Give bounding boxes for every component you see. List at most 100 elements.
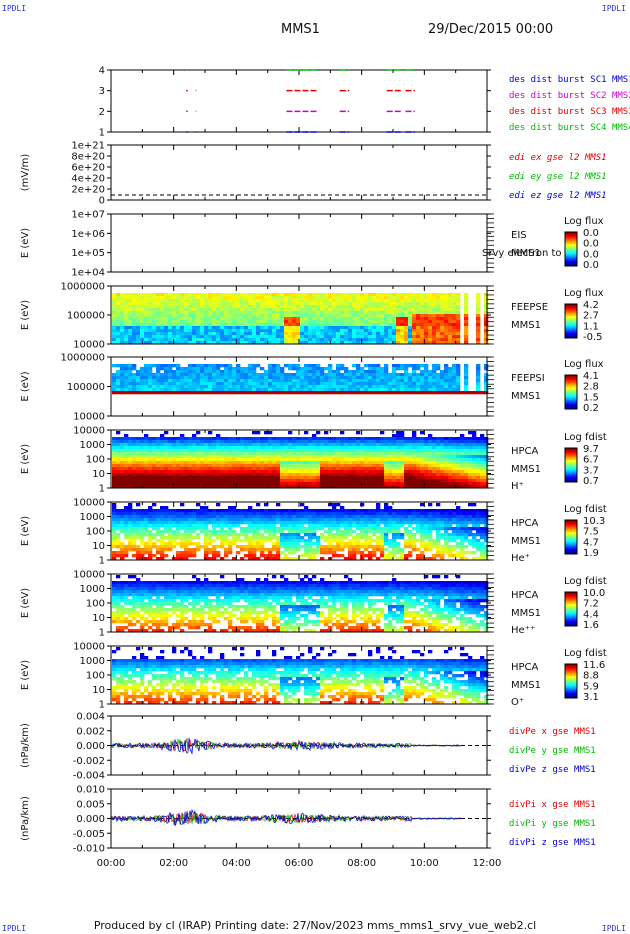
spectrogram-cell: [308, 329, 313, 333]
spectrogram-cell: [212, 323, 217, 327]
colorbar-cell: [565, 465, 577, 467]
spectrogram-cell: [392, 449, 397, 453]
spectrogram-cell: [368, 446, 373, 450]
spectrogram-cell: [128, 388, 133, 392]
spectrogram-cell: [348, 311, 353, 315]
spectrogram-cell: [440, 373, 445, 377]
spectrogram-cell: [376, 452, 381, 456]
spectrogram-cell: [324, 467, 329, 471]
spectrogram-cell: [376, 379, 381, 383]
spectrogram-cell: [368, 329, 373, 333]
spectrogram-cell: [364, 326, 369, 330]
spectrogram-cell: [400, 437, 405, 441]
spectrogram-cell: [444, 314, 449, 318]
spectrogram-cell: [116, 479, 121, 483]
spectrogram-cell: [292, 335, 297, 339]
spectrogram-cell: [216, 367, 221, 371]
spectrogram-cell: [392, 364, 397, 368]
spectrogram-cell: [292, 452, 297, 456]
spectrogram-cell: [376, 437, 381, 441]
spectrogram-cell: [288, 364, 293, 368]
spectrogram-cell: [192, 320, 197, 324]
spectrogram-cell: [364, 449, 369, 453]
spectrogram-cell: [292, 296, 297, 300]
spectrogram-cell: [280, 314, 285, 318]
spectrogram-cell: [200, 376, 205, 380]
spectrogram-cell: [360, 455, 365, 459]
spectrogram-cell: [316, 446, 321, 450]
spectrogram-cell: [296, 296, 301, 300]
spectrogram-cell: [176, 557, 181, 561]
spectrogram-cell: [444, 382, 449, 386]
spectrogram-cell: [460, 479, 465, 483]
panel-label: EIS: [511, 230, 527, 241]
spectrogram-cell: [440, 326, 445, 330]
spectrogram-cell: [476, 311, 481, 315]
spectrogram-cell: [188, 440, 193, 444]
spectrogram-cell: [476, 443, 481, 447]
spectrogram-cell: [208, 314, 213, 318]
spectrogram-cell: [140, 308, 145, 312]
spectrogram-cell: [420, 326, 425, 330]
colorbar-cell: [565, 462, 577, 464]
spectrogram-cell: [180, 329, 185, 333]
spectrogram-cell: [412, 443, 417, 447]
spectrogram-cell: [384, 482, 389, 486]
spectrogram-cell: [336, 391, 341, 395]
spectrogram-cell: [256, 379, 261, 383]
spectrogram-cell: [136, 326, 141, 330]
spectrogram-cell: [396, 452, 401, 456]
colorbar-cell: [565, 310, 577, 312]
spectrogram-cell: [256, 452, 261, 456]
spectrogram-cell: [448, 470, 453, 474]
spectrogram-cell: [420, 379, 425, 383]
spectrogram-cell: [132, 536, 137, 540]
spectrogram-cell: [188, 364, 193, 368]
spectrogram-cell: [304, 320, 309, 324]
spectrogram-cell: [444, 455, 449, 459]
spectrogram-cell: [380, 302, 385, 306]
spectrogram-cell: [344, 323, 349, 327]
spectrogram-cell: [396, 443, 401, 447]
spectrogram-cell: [240, 385, 245, 389]
spectrogram-cell: [116, 509, 121, 513]
spectrogram-cell: [156, 382, 161, 386]
spectrogram-cell: [420, 470, 425, 474]
spectrogram-cell: [324, 335, 329, 339]
spectrogram-cell: [476, 305, 481, 309]
spectrogram-cell: [232, 446, 237, 450]
spectrogram-cell: [144, 551, 149, 555]
spectrogram-cell: [324, 455, 329, 459]
spectrogram-cell: [328, 323, 333, 327]
spectrogram-cell: [176, 311, 181, 315]
spectrogram-cell: [268, 335, 273, 339]
spectrogram-cell: [244, 320, 249, 324]
spectrogram-cell: [136, 554, 141, 558]
spectrogram-cell: [236, 440, 241, 444]
spectrogram-cell: [220, 308, 225, 312]
spectrogram-cell: [244, 440, 249, 444]
spectrogram-cell: [476, 320, 481, 324]
spectrogram-cell: [428, 485, 433, 489]
spectrogram-cell: [252, 470, 257, 474]
spectrogram-cell: [236, 512, 241, 516]
spectrogram-cell: [112, 323, 117, 327]
spectrogram-cell: [204, 548, 209, 552]
colorbar-tick-label: 3.7: [583, 465, 599, 476]
spectrogram-cell: [380, 376, 385, 380]
spectrogram-cell: [252, 461, 257, 465]
spectrogram-cell: [320, 461, 325, 465]
spectrogram-cell: [252, 293, 257, 297]
spectrogram-cell: [304, 388, 309, 392]
spectrogram-cell: [204, 506, 209, 510]
spectrogram-cell: [140, 551, 145, 555]
spectrogram-cell: [340, 332, 345, 336]
spectrogram-cell: [284, 449, 289, 453]
spectrogram-cell: [232, 542, 237, 546]
spectrogram-cell: [308, 373, 313, 377]
spectrogram-cell: [256, 388, 261, 392]
spectrogram-cell: [256, 338, 261, 342]
spectrogram-cell: [236, 521, 241, 525]
spectrogram-cell: [224, 296, 229, 300]
spectrogram-cell: [316, 373, 321, 377]
